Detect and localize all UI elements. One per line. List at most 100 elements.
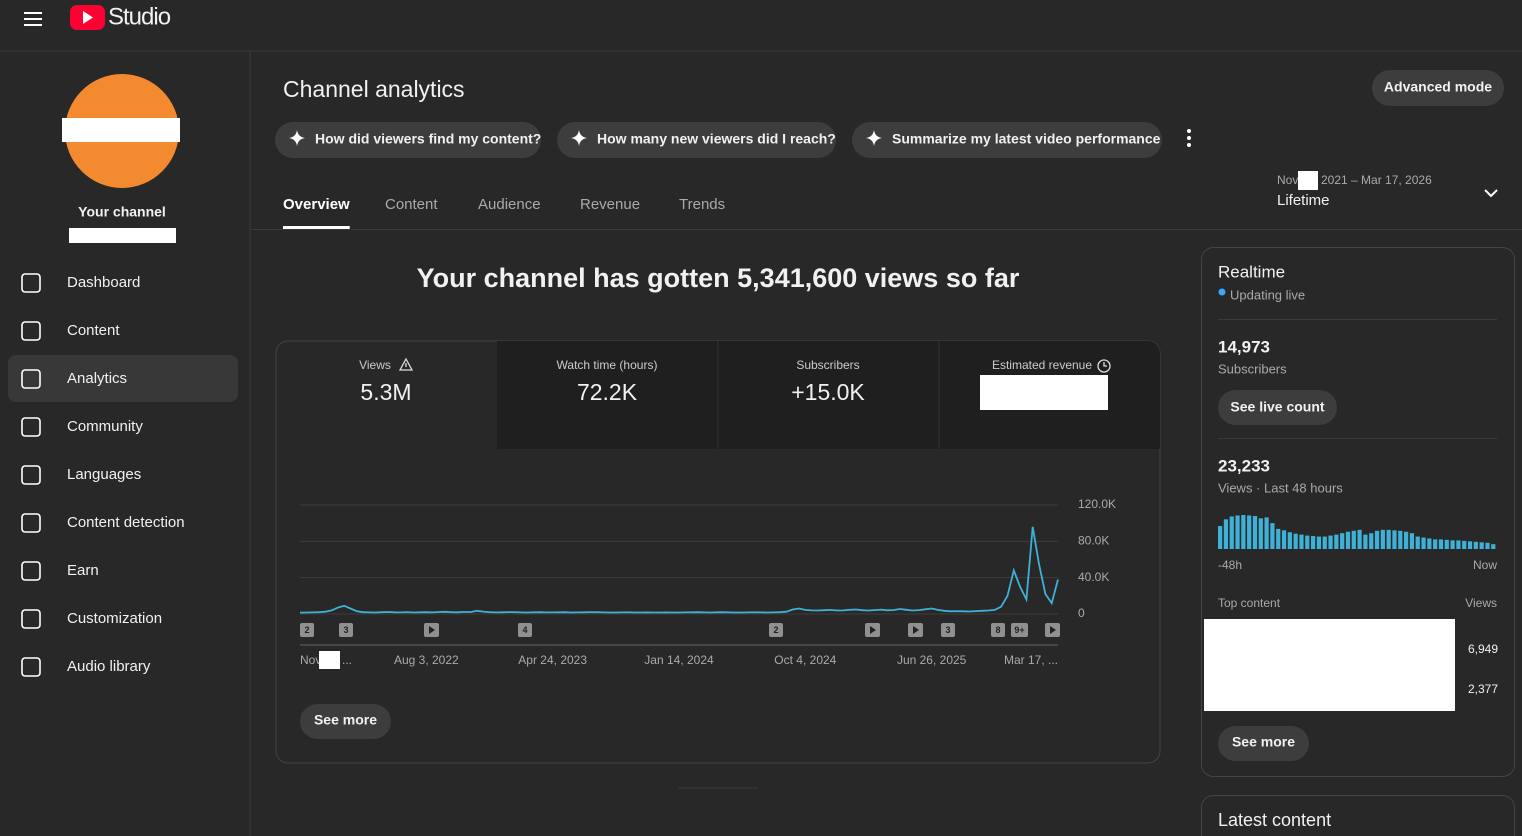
metric-label[interactable]: Subscribers [796, 358, 859, 372]
bar [1380, 529, 1385, 549]
nav-item[interactable]: Customization [21, 609, 162, 629]
nav-item[interactable]: Content [21, 321, 120, 341]
chart-marker[interactable]: 9+ [1011, 623, 1028, 637]
marker-badge [941, 623, 955, 637]
metric-label[interactable]: Estimated revenue [992, 358, 1092, 372]
chart-marker[interactable]: 2 [769, 623, 783, 637]
logo[interactable]: Studio [70, 3, 172, 30]
top-content-label: Top content [1218, 596, 1281, 610]
tabs: Overview Content Audience Revenue Trends [283, 196, 725, 229]
bar [1467, 541, 1473, 549]
nav-label: Content [67, 322, 120, 339]
marker-badge [518, 623, 532, 637]
headline: Your channel has gotten 5,341,600 views … [417, 263, 1020, 293]
latest-title: Latest content [1218, 810, 1331, 830]
top-content-column: Views [1465, 596, 1497, 610]
prompt-chip[interactable]: Summarize my latest video performance [852, 122, 1162, 158]
realtime-card [1201, 247, 1515, 777]
x-label: -48h [1218, 558, 1242, 572]
nav-item[interactable]: Community [21, 417, 143, 437]
bar [1334, 534, 1339, 549]
tab[interactable]: Overview [283, 196, 350, 213]
date-range[interactable]: Nov 2021 – Mar 17, 2026 Lifetime [1277, 171, 1498, 209]
bar [1264, 517, 1269, 549]
tab[interactable]: Audience [478, 196, 541, 213]
prompt-chip[interactable]: How did viewers find my content? [275, 122, 541, 158]
nav-item[interactable]: Languages [21, 465, 141, 485]
nav-item[interactable]: Content detection [21, 513, 185, 533]
see-more-button[interactable]: See more [1218, 726, 1309, 761]
y-tick-label: 40.0K [1078, 570, 1109, 584]
realtime-chart [1218, 515, 1496, 549]
live-count-button[interactable]: See live count [1218, 390, 1337, 425]
bar [1247, 515, 1252, 549]
metric-tabs-bg [497, 341, 1160, 449]
chart-marker[interactable]: 8 [991, 623, 1005, 637]
chip-bg [557, 122, 836, 158]
bar [1479, 542, 1484, 549]
bar [1281, 530, 1287, 549]
metric-label[interactable]: Views [359, 358, 391, 372]
nav-label: Customization [67, 610, 162, 627]
tab[interactable]: Trends [679, 196, 725, 213]
video-marker[interactable] [908, 623, 923, 637]
subscriber-count: 14,973 [1218, 337, 1270, 356]
date-period: Lifetime [1277, 192, 1330, 209]
nav-label: Audio library [67, 658, 151, 675]
nav-label: Earn [67, 562, 99, 579]
views-chart: 0 40.0K 80.0K 120.0K Nov Aug 3, 2022 Apr 24, 2… [299, 497, 1116, 667]
bar [1386, 529, 1391, 549]
views-label: Views · Last 48 hours [1218, 480, 1343, 495]
video-marker[interactable] [1045, 623, 1060, 637]
nav-label: Languages [67, 466, 141, 483]
nav-icon [21, 417, 41, 437]
prompt-chips: How did viewers find my content? How many… [275, 122, 1162, 158]
bar [1444, 539, 1449, 549]
more-button[interactable] [1187, 129, 1191, 147]
video-marker[interactable] [865, 623, 880, 637]
bar [1438, 539, 1444, 549]
chart-marker[interactable]: 2 [300, 623, 314, 637]
chart-marker[interactable]: 3 [941, 623, 955, 637]
bar [1223, 519, 1229, 549]
bar [1252, 515, 1258, 549]
prompt-chip[interactable]: How many new viewers did I reach? [557, 122, 836, 158]
bar [1473, 541, 1478, 549]
date-start: Nov [1277, 173, 1298, 187]
clock-icon[interactable] [1097, 359, 1111, 373]
redacted [1204, 619, 1455, 711]
nav-item[interactable]: Earn [21, 561, 99, 581]
metric-label[interactable]: Watch time (hours) [557, 358, 658, 372]
realtime-status: Updating live [1230, 287, 1305, 302]
chart-marker[interactable]: 3 [339, 623, 353, 637]
nav-label: Community [67, 418, 143, 435]
redacted [319, 651, 340, 669]
tab[interactable]: Content [385, 196, 438, 213]
button-label: See live count [1230, 399, 1324, 415]
nav-item[interactable]: Analytics [8, 355, 238, 402]
video-marker[interactable] [424, 623, 439, 637]
chart-marker[interactable]: 4 [518, 623, 532, 637]
menu-button[interactable] [24, 12, 42, 26]
bar [1427, 538, 1432, 549]
chip-bg [275, 122, 541, 158]
bar [1351, 530, 1356, 549]
channel-label: Your channel [78, 204, 166, 220]
subscriber-label: Subscribers [1218, 361, 1287, 376]
page-title: Channel analytics [283, 76, 465, 102]
advanced-mode-button[interactable]: Advanced mode [1372, 70, 1504, 106]
nav-item[interactable]: Dashboard [21, 273, 140, 293]
warning-icon[interactable] [398, 357, 414, 371]
chip-bg [852, 122, 1162, 158]
bar [1433, 539, 1438, 549]
bar [1392, 530, 1397, 549]
marker-badge [1011, 623, 1028, 637]
bar [1287, 532, 1292, 549]
y-tick-label: 80.0K [1078, 534, 1109, 548]
see-more-button[interactable]: See more [300, 704, 391, 739]
metric-value: 5.3M [360, 379, 411, 405]
logo-text: Studio [108, 3, 171, 30]
tab[interactable]: Revenue [580, 196, 640, 213]
nav-item[interactable]: Audio library [21, 657, 151, 677]
